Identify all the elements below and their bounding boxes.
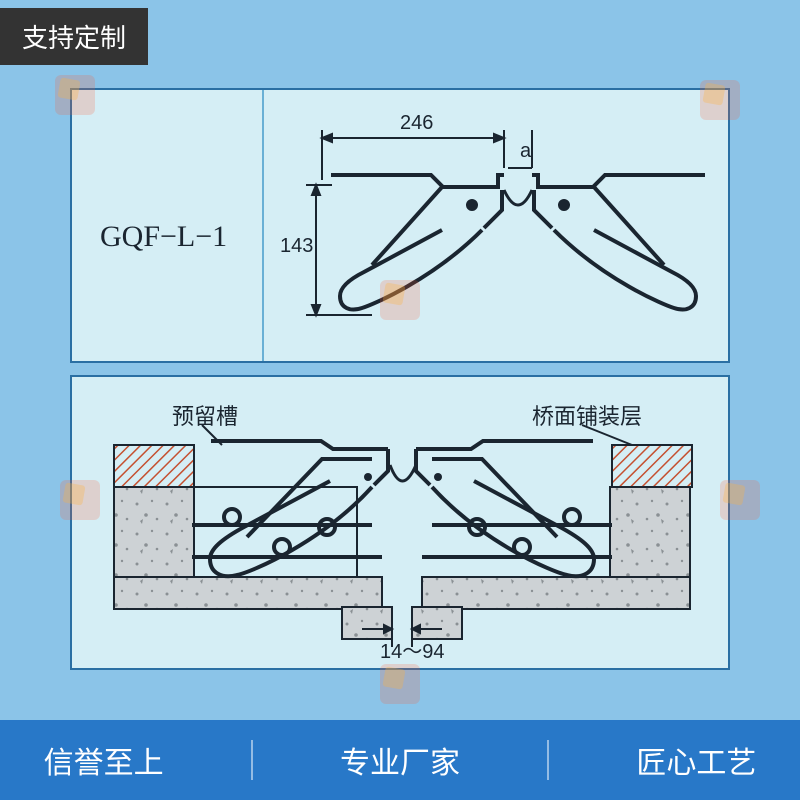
footer-bar: 信誉至上 专业厂家 匠心工艺 bbox=[0, 720, 800, 800]
footer-separator bbox=[547, 740, 549, 780]
footer-separator bbox=[251, 740, 253, 780]
bottom-diagram-panel: 预留槽 桥面铺装层 14～94 bbox=[70, 375, 730, 670]
bottom-diagram-svg bbox=[72, 377, 732, 672]
top-diagram-panel: GQF−L−1 246 143 a bbox=[70, 88, 730, 363]
custom-support-badge: 支持定制 bbox=[0, 8, 148, 65]
top-diagram-svg bbox=[72, 90, 732, 365]
footer-item-3: 匠心工艺 bbox=[636, 738, 756, 782]
badge-label: 支持定制 bbox=[22, 23, 126, 53]
footer-item-1: 信誉至上 bbox=[44, 738, 164, 782]
footer-item-2: 专业厂家 bbox=[340, 738, 460, 782]
